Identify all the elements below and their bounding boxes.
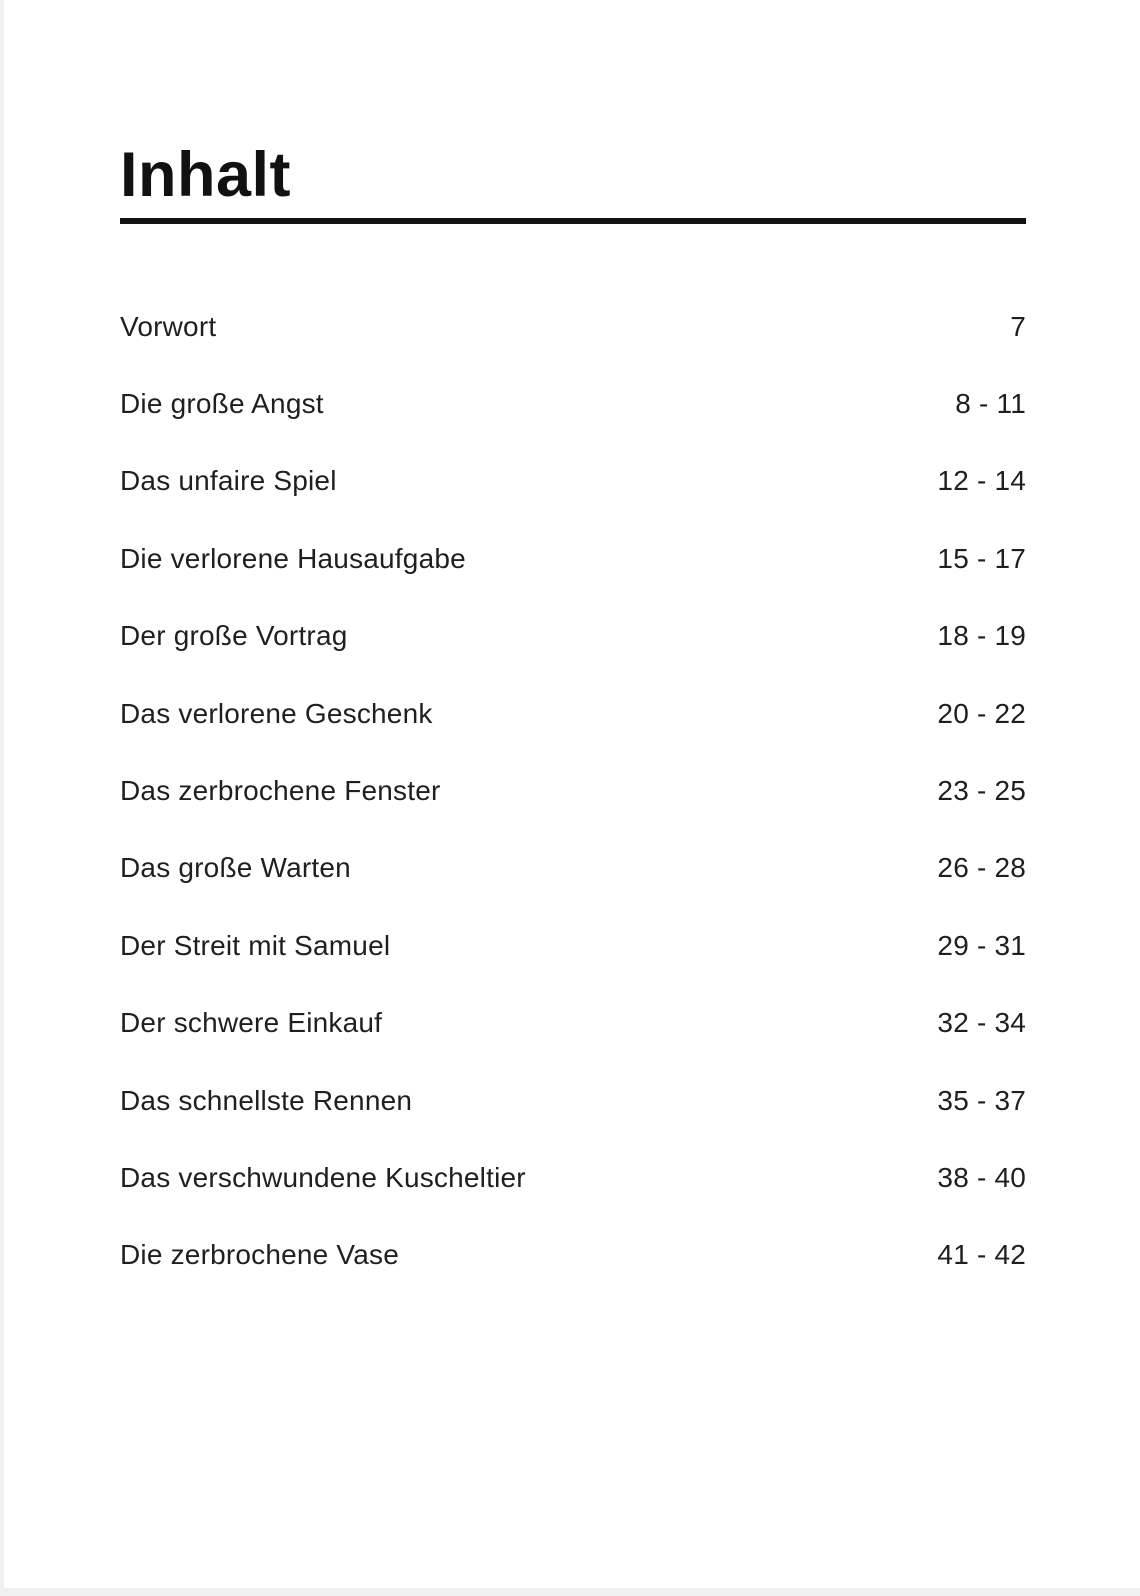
toc-entry-pages: 8 - 11 — [955, 388, 1026, 420]
toc-entry-pages: 41 - 42 — [937, 1239, 1026, 1271]
toc-entry-pages: 18 - 19 — [937, 620, 1026, 652]
toc-entry-title: Der Streit mit Samuel — [120, 929, 391, 961]
document-page: Inhalt Vorwort 7 Die große Angst 8 - 11 … — [4, 0, 1140, 1588]
toc-row: Das verlorene Geschenk 20 - 22 — [120, 675, 1026, 752]
page-title: Inhalt — [120, 140, 291, 210]
toc-row: Das verschwundene Kuscheltier 38 - 40 — [120, 1139, 1026, 1216]
toc-entry-title: Das schnellste Rennen — [120, 1084, 413, 1116]
toc-entry-title: Das große Warten — [120, 852, 351, 884]
toc-entry-title: Vorwort — [120, 310, 217, 342]
toc-row: Das große Warten 26 - 28 — [120, 830, 1026, 907]
title-underline-rule — [120, 218, 1026, 224]
toc-entry-pages: 15 - 17 — [937, 542, 1026, 574]
toc-entry-pages: 23 - 25 — [937, 775, 1026, 807]
toc-entry-pages: 29 - 31 — [937, 929, 1026, 961]
toc-entry-pages: 32 - 34 — [937, 1007, 1026, 1039]
toc-row: Das schnellste Rennen 35 - 37 — [120, 1062, 1026, 1139]
toc-entry-pages: 26 - 28 — [937, 852, 1026, 884]
table-of-contents: Vorwort 7 Die große Angst 8 - 11 Das unf… — [120, 288, 1026, 1294]
toc-entry-pages: 7 — [1010, 310, 1026, 342]
toc-entry-title: Das verschwundene Kuscheltier — [120, 1161, 526, 1193]
page-content: Inhalt Vorwort 7 Die große Angst 8 - 11 … — [4, 140, 1140, 1294]
toc-row: Die große Angst 8 - 11 — [120, 365, 1026, 442]
toc-entry-pages: 20 - 22 — [937, 697, 1026, 729]
toc-entry-title: Der schwere Einkauf — [120, 1007, 383, 1039]
toc-row: Das unfaire Spiel 12 - 14 — [120, 443, 1026, 520]
toc-row: Die verlorene Hausaufgabe 15 - 17 — [120, 520, 1026, 597]
toc-row: Der Streit mit Samuel 29 - 31 — [120, 907, 1026, 984]
toc-row: Der schwere Einkauf 32 - 34 — [120, 985, 1026, 1062]
toc-entry-pages: 35 - 37 — [937, 1084, 1026, 1116]
toc-entry-pages: 38 - 40 — [937, 1161, 1026, 1193]
toc-row: Vorwort 7 — [120, 288, 1026, 365]
toc-entry-title: Der große Vortrag — [120, 620, 348, 652]
toc-row: Das zerbrochene Fenster 23 - 25 — [120, 752, 1026, 829]
toc-entry-pages: 12 - 14 — [937, 465, 1026, 497]
toc-entry-title: Die verlorene Hausaufgabe — [120, 542, 466, 574]
toc-row: Die zerbrochene Vase 41 - 42 — [120, 1217, 1026, 1294]
toc-entry-title: Die große Angst — [120, 388, 324, 420]
toc-entry-title: Das verlorene Geschenk — [120, 697, 433, 729]
toc-entry-title: Die zerbrochene Vase — [120, 1239, 399, 1271]
toc-entry-title: Das unfaire Spiel — [120, 465, 337, 497]
toc-entry-title: Das zerbrochene Fenster — [120, 775, 441, 807]
toc-row: Der große Vortrag 18 - 19 — [120, 598, 1026, 675]
